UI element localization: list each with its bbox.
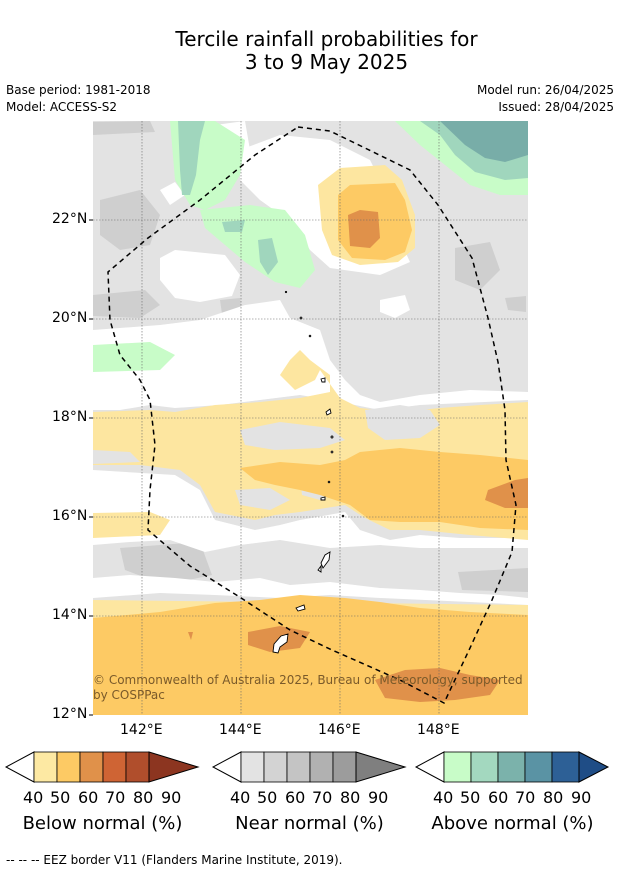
colorbar-above-tick: 70 bbox=[515, 788, 536, 807]
colorbar-below-tick: 50 bbox=[50, 788, 71, 807]
colorbar-below-tick: 40 bbox=[23, 788, 44, 807]
colorbar-near-title: Near normal (%) bbox=[235, 813, 384, 834]
issued-text: Issued: 28/04/2025 bbox=[498, 100, 614, 114]
rota-island bbox=[295, 604, 306, 612]
model-text: Model: ACCESS-S2 bbox=[6, 100, 118, 114]
colorbar-below-swatch-2 bbox=[79, 751, 104, 783]
colorbar-below-swatch-1 bbox=[56, 751, 81, 783]
colorbar-above-swatch-3 bbox=[524, 751, 553, 783]
colorbar-above-swatch-4 bbox=[551, 751, 580, 783]
sarigan-island bbox=[327, 480, 331, 484]
colorbars bbox=[4, 751, 610, 783]
colorbar-near-swatch-4 bbox=[332, 751, 357, 783]
colorbar-below-min-extend bbox=[4, 751, 35, 783]
colorbar-near-swatch-0 bbox=[240, 751, 265, 783]
lat-label-18n: 18°N bbox=[52, 409, 88, 425]
colorbar-above-tick: 40 bbox=[433, 788, 454, 807]
colorbar-above-tick: 60 bbox=[488, 788, 509, 807]
agrihan-island bbox=[320, 377, 326, 383]
colorbar-above-tick: 80 bbox=[543, 788, 564, 807]
colorbar-above-swatch-1 bbox=[470, 751, 499, 783]
colorbar-near-min-extend bbox=[211, 751, 242, 783]
guguan-island bbox=[330, 450, 334, 454]
maug-island bbox=[299, 316, 303, 320]
base-period-text: Base period: 1981-2018 bbox=[6, 83, 151, 97]
copyright-credit-line-1: © Commonwealth of Australia 2025, Bureau… bbox=[93, 673, 523, 687]
eez-border-line bbox=[107, 126, 517, 705]
colorbar-above-normal bbox=[414, 751, 610, 783]
colorbar-below-tick: 80 bbox=[133, 788, 154, 807]
colorbar-above-max-extend bbox=[578, 751, 610, 783]
colorbar-near-tick: 40 bbox=[230, 788, 251, 807]
anatahan-island bbox=[320, 496, 326, 501]
colorbar-near-tick: 70 bbox=[312, 788, 333, 807]
colorbar-near-swatch-2 bbox=[286, 751, 311, 783]
colorbar-below-swatch-0 bbox=[33, 751, 58, 783]
colorbar-above-min-extend bbox=[414, 751, 445, 783]
lat-label-12n: 12°N bbox=[52, 706, 88, 722]
colorbar-below-normal bbox=[4, 751, 200, 783]
colorbar-below-swatch-4 bbox=[125, 751, 150, 783]
title-line-1: Tercile rainfall probabilities for bbox=[175, 27, 478, 51]
lon-label-144e: 144°E bbox=[219, 722, 262, 738]
alamagan-island bbox=[330, 435, 334, 439]
colorbar-above-title: Above normal (%) bbox=[431, 813, 594, 834]
lon-label-148e: 148°E bbox=[417, 722, 460, 738]
farallon-de-medinilla-island bbox=[341, 514, 345, 518]
colorbar-near-tick: 50 bbox=[257, 788, 278, 807]
colorbar-above-tick: 50 bbox=[460, 788, 481, 807]
pagan-island bbox=[325, 408, 332, 416]
lat-label-22n: 22°N bbox=[52, 211, 88, 227]
island-outlines bbox=[272, 290, 345, 654]
colorbar-below-swatch-3 bbox=[102, 751, 127, 783]
axis-ticks bbox=[89, 219, 93, 716]
lon-label-146e: 146°E bbox=[318, 722, 361, 738]
colorbar-near-tick: 60 bbox=[285, 788, 306, 807]
colorbar-near-swatch-3 bbox=[309, 751, 334, 783]
colorbar-near-max-extend bbox=[355, 751, 407, 783]
title-line-2: 3 to 9 May 2025 bbox=[244, 50, 409, 74]
model-run-text: Model run: 26/04/2025 bbox=[476, 83, 614, 97]
colorbar-near-tick: 80 bbox=[340, 788, 361, 807]
colorbar-below-title: Below normal (%) bbox=[22, 813, 183, 834]
farallon-de-pajaros-island bbox=[284, 290, 288, 294]
lat-label-14n: 14°N bbox=[52, 607, 88, 623]
saipan-island bbox=[320, 551, 331, 569]
below-normal-60-region bbox=[188, 210, 528, 702]
colorbar-below-tick: 70 bbox=[105, 788, 126, 807]
guam-island bbox=[272, 633, 289, 654]
colorbar-near-swatch-1 bbox=[263, 751, 288, 783]
colorbar-below-tick: 90 bbox=[161, 788, 182, 807]
copyright-credit-line-2: by COSPPac bbox=[93, 688, 165, 702]
colorbar-above-tick: 90 bbox=[571, 788, 592, 807]
colorbar-near-normal bbox=[211, 751, 407, 783]
colorbar-below-max-extend bbox=[148, 751, 200, 783]
lat-label-20n: 20°N bbox=[52, 310, 88, 326]
colorbar-above-swatch-0 bbox=[443, 751, 472, 783]
gridlines bbox=[93, 121, 528, 715]
above-normal-60-region bbox=[440, 121, 528, 162]
lon-label-142e: 142°E bbox=[120, 722, 163, 738]
colorbar-below-tick: 60 bbox=[78, 788, 99, 807]
eez-border-legend: -- -- -- EEZ border V11 (Flanders Marine… bbox=[6, 853, 343, 867]
colorbar-above-swatch-2 bbox=[497, 751, 526, 783]
lat-label-16n: 16°N bbox=[52, 508, 88, 524]
colorbar-near-tick: 90 bbox=[368, 788, 389, 807]
tinian-island bbox=[317, 564, 322, 573]
asuncion-island bbox=[308, 334, 312, 338]
